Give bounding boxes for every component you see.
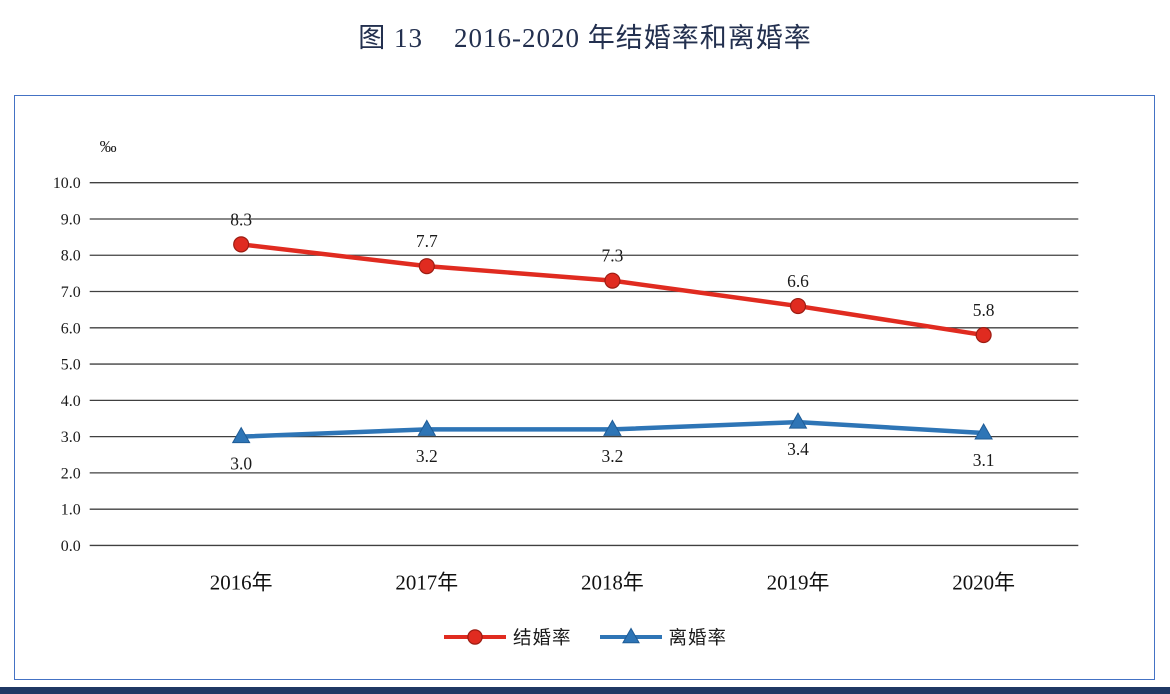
data-label: 3.0 [230,454,252,474]
legend-label-divorce-rate: 离婚率 [668,629,728,649]
legend-label-marriage-rate: 结婚率 [512,629,572,649]
marker-triangle [788,412,808,429]
data-label: 3.2 [602,446,624,466]
marker-circle [467,629,483,645]
y-axis-unit-label: ‰ [100,137,117,156]
marker-triangle [603,419,622,436]
x-tick-label: 2017年 [395,570,458,594]
data-label: 6.6 [787,271,809,291]
marker-circle [604,272,621,289]
data-label: 3.4 [787,439,809,459]
y-tick-label: 3.0 [61,429,81,446]
chart-frame: 0.0 1.0 2.0 3.0 4.0 5.0 6.0 7.0 8.0 9.0 10.0 ‰ 2016年… [14,95,1155,680]
data-label: 7.3 [602,246,624,266]
data-label: 8.3 [230,209,252,229]
legend-item-divorce-rate: 离婚率 [598,624,728,650]
data-label: 5.8 [973,300,995,320]
line-chart: 0.0 1.0 2.0 3.0 4.0 5.0 6.0 7.0 8.0 9.0 10.0 ‰ 2016年… [53,137,1079,594]
legend-marker-marriage-rate [443,629,506,645]
x-tick-label: 2018年 [581,570,644,594]
marker-triangle [231,426,251,444]
x-tick-label: 2016年 [210,570,273,594]
y-tick-label: 5.0 [61,357,81,374]
y-tick-label: 4.0 [61,393,81,410]
y-tick-label: 7.0 [61,284,81,301]
legend: 结婚率 离婚率 [15,624,1154,650]
legend-marker-divorce-rate [599,627,662,644]
x-tick-label: 2019年 [767,570,830,594]
y-tick-label: 6.0 [61,320,81,337]
y-tick-label: 0.0 [61,538,81,555]
legend-item-marriage-rate: 结婚率 [442,624,572,650]
chart-title: 图 13 2016-2020 年结婚率和离婚率 [358,23,812,53]
marker-circle [789,297,807,315]
y-tick-label: 1.0 [61,502,81,519]
marker-triangle [621,627,640,644]
data-label: 7.7 [416,231,438,251]
x-tick-label: 2020年 [952,570,1015,594]
marker-circle [418,258,435,275]
y-tick-label: 8.0 [61,248,81,265]
y-tick-label: 10.0 [53,175,81,192]
marker-circle [975,326,992,344]
y-tick-label: 9.0 [61,211,81,228]
y-tick-label: 2.0 [61,465,81,482]
bottom-accent-bar [0,687,1170,694]
data-label: 3.2 [416,446,438,466]
marker-triangle [974,423,993,440]
data-label: 3.1 [973,450,995,470]
marker-triangle [417,419,437,436]
marker-circle [233,236,250,253]
